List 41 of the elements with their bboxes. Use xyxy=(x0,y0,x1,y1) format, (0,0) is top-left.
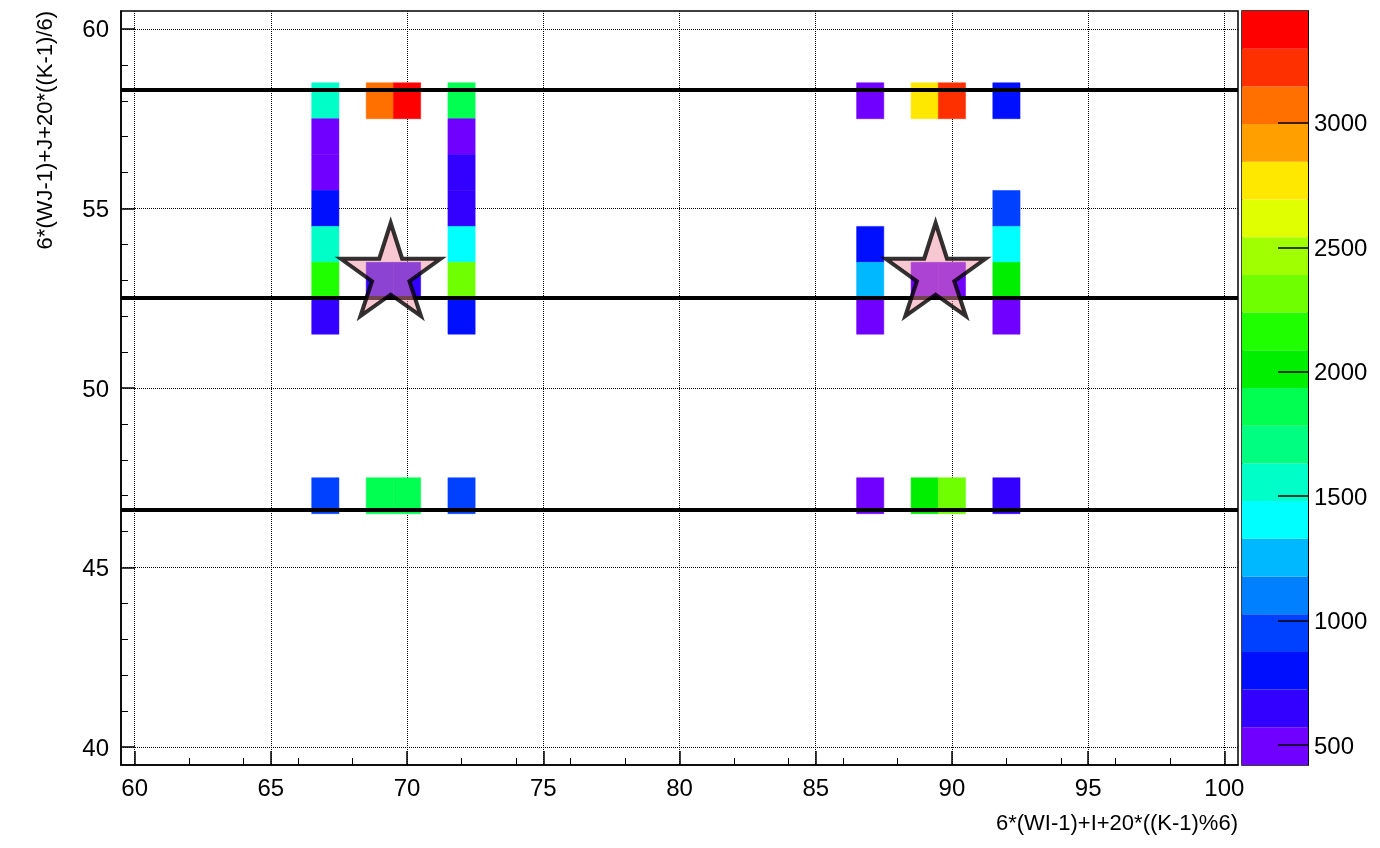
x-tick-label: 80 xyxy=(666,773,693,801)
x-tick-label: 70 xyxy=(393,773,421,801)
y-tick-label: 60 xyxy=(82,15,109,43)
point xyxy=(311,226,340,263)
color-bar-label: 2000 xyxy=(1314,358,1368,386)
x-tick-label: 90 xyxy=(938,773,966,801)
y-tick-label: 55 xyxy=(82,194,109,222)
y-tick-label: 45 xyxy=(82,554,109,582)
point xyxy=(992,262,1021,299)
point xyxy=(447,262,476,299)
x-tick-label: 60 xyxy=(121,773,148,801)
point xyxy=(992,226,1021,263)
point xyxy=(311,297,340,335)
point xyxy=(447,190,476,227)
color-bar-label: 1500 xyxy=(1314,482,1368,510)
y-axis-title: 6*(WJ-1)+J+20*((K-1)/6) xyxy=(31,11,57,250)
point xyxy=(992,190,1021,227)
point xyxy=(856,297,885,335)
point xyxy=(447,118,476,155)
point xyxy=(856,262,885,299)
point xyxy=(447,297,476,335)
point xyxy=(311,262,340,299)
y-tick-label: 40 xyxy=(82,733,109,761)
point xyxy=(992,297,1021,335)
point xyxy=(856,226,885,263)
color-bar-label: 500 xyxy=(1314,731,1355,759)
x-tick-label: 95 xyxy=(1074,773,1102,801)
x-axis-title: 6*(WI-1)+I+20*((K-1)%6) xyxy=(995,809,1238,835)
point xyxy=(311,190,340,227)
point xyxy=(311,118,340,155)
x-tick-label: 85 xyxy=(802,773,830,801)
x-tick-label: 75 xyxy=(529,773,557,801)
x-tick-label: 65 xyxy=(257,773,285,801)
y-tick-label: 50 xyxy=(82,374,109,402)
point xyxy=(447,226,476,263)
color-bar-label: 1000 xyxy=(1314,607,1368,635)
color-bar-label: 2500 xyxy=(1314,233,1368,261)
x-tick-label: 100 xyxy=(1204,773,1245,801)
point xyxy=(447,154,476,191)
color-bar-label: 3000 xyxy=(1314,109,1368,137)
point xyxy=(311,154,340,191)
